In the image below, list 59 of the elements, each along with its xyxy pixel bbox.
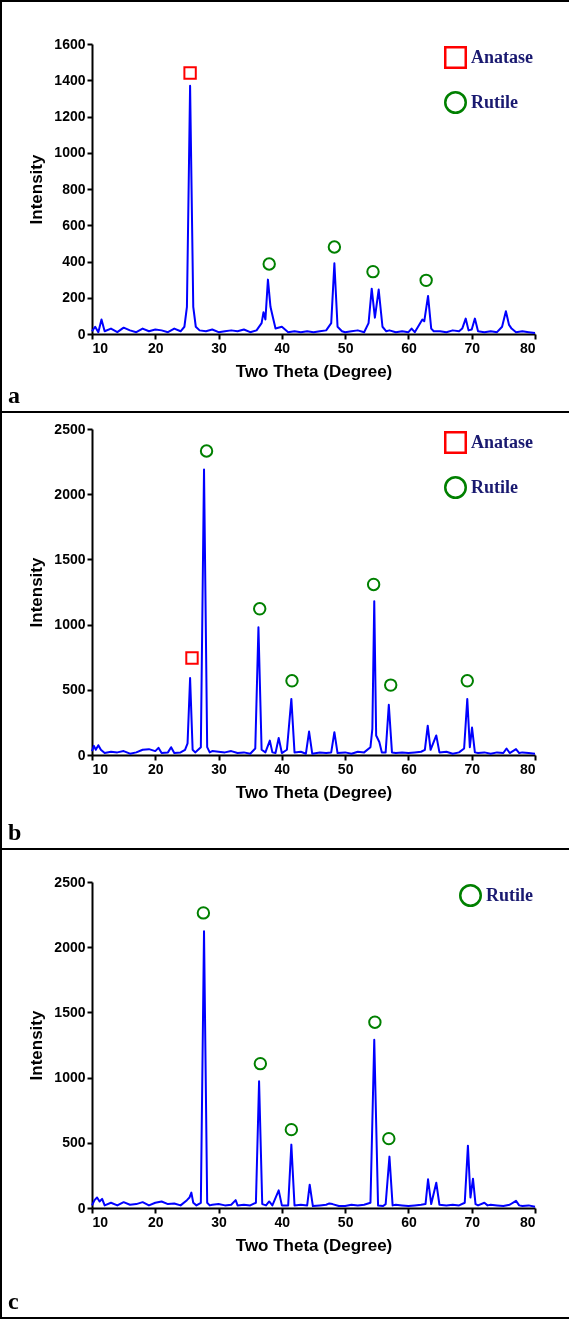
x-tick-label: 30	[211, 339, 228, 356]
legend-label: Rutile	[486, 884, 534, 905]
x-tick-label: 60	[401, 339, 417, 356]
x-tick-label: 70	[464, 1213, 481, 1230]
y-tick-label: 1000	[54, 616, 86, 633]
y-axis-title: Intensity	[27, 557, 47, 628]
text: b	[8, 819, 22, 846]
x-tick-label: 70	[464, 339, 481, 356]
x-axis-title: Two Theta (Degree)	[235, 782, 393, 802]
y-tick-label: 800	[62, 180, 86, 197]
y-tick-label: 0	[77, 746, 86, 763]
text: c	[8, 1288, 19, 1315]
x-tick-label: 40	[274, 1213, 291, 1230]
y-tick-label: 1000	[54, 1069, 86, 1086]
y-tick-label: 1600	[54, 35, 86, 52]
x-tick-label: 50	[337, 1213, 354, 1230]
y-tick-label: 1200	[54, 108, 86, 124]
y-axis-title: Intensity	[27, 154, 47, 225]
text: a	[8, 382, 20, 409]
x-tick-label: 80	[519, 760, 536, 777]
x-tick-label: 20	[148, 339, 164, 356]
x-tick-label: 50	[337, 760, 354, 777]
y-tick-label: 500	[62, 681, 86, 698]
y-tick-label: 2500	[54, 873, 86, 890]
x-tick-label: 50	[337, 339, 354, 356]
legend-label: Rutile	[471, 91, 519, 112]
x-tick-label: 30	[211, 1213, 228, 1230]
x-tick-label: 10	[92, 760, 109, 777]
y-tick-label: 0	[77, 325, 86, 342]
x-tick-label: 70	[464, 760, 481, 777]
x-tick-label: 60	[401, 760, 417, 777]
y-tick-label: 2500	[54, 420, 86, 437]
x-tick-label: 30	[211, 760, 228, 777]
y-tick-label: 200	[62, 289, 86, 306]
x-axis-title: Two Theta (Degree)	[235, 361, 393, 381]
x-tick-label: 10	[92, 1213, 109, 1230]
x-tick-label: 40	[274, 760, 291, 777]
y-axis-title: Intensity	[27, 1010, 47, 1081]
y-tick-label: 1400	[54, 71, 86, 88]
y-tick-label: 0	[77, 1199, 86, 1216]
x-tick-label: 20	[148, 1213, 164, 1230]
y-tick-label: 1000	[54, 144, 86, 161]
x-tick-label: 60	[401, 1213, 417, 1230]
x-tick-label: 80	[519, 1213, 536, 1230]
x-tick-label: 20	[148, 760, 164, 777]
x-tick-label: 10	[92, 339, 109, 356]
y-tick-label: 600	[62, 216, 86, 233]
x-tick-label: 80	[519, 339, 536, 356]
y-tick-label: 1500	[54, 550, 86, 567]
legend-label: Anatase	[471, 431, 534, 452]
y-tick-label: 1500	[54, 1003, 86, 1020]
legend-label: Rutile	[471, 476, 519, 497]
x-tick-label: 40	[274, 339, 291, 356]
y-tick-label: 2000	[54, 938, 86, 955]
x-axis-title: Two Theta (Degree)	[235, 1235, 393, 1255]
y-tick-label: 2000	[54, 485, 86, 502]
y-tick-label: 500	[62, 1134, 86, 1151]
legend-label: Anatase	[471, 46, 534, 67]
y-tick-label: 400	[62, 253, 86, 269]
